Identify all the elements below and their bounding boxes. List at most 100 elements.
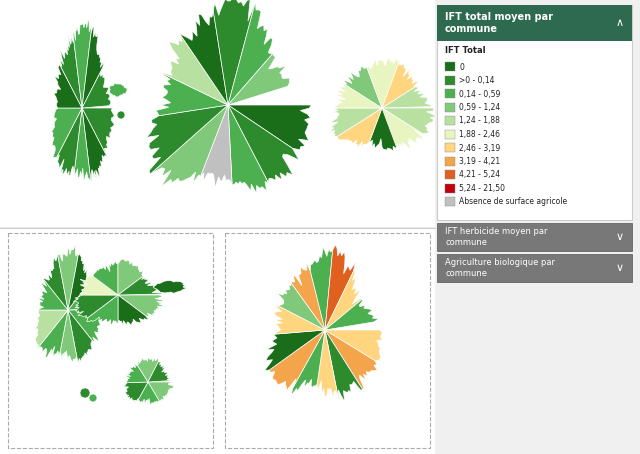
Text: Agriculture biologique par
commune: Agriculture biologique par commune — [445, 258, 555, 278]
Text: >0 - 0,14: >0 - 0,14 — [459, 76, 495, 85]
Bar — [437, 5, 632, 220]
Polygon shape — [136, 357, 159, 382]
Text: IFT total moyen par
commune: IFT total moyen par commune — [445, 12, 553, 34]
Polygon shape — [156, 72, 228, 116]
Polygon shape — [148, 361, 172, 382]
Text: 4,21 - 5,24: 4,21 - 5,24 — [459, 171, 500, 179]
Polygon shape — [325, 245, 356, 330]
Polygon shape — [150, 105, 228, 186]
Polygon shape — [367, 57, 399, 108]
Bar — [437, 223, 632, 251]
Polygon shape — [86, 295, 118, 325]
Polygon shape — [382, 62, 419, 108]
Text: ∧: ∧ — [616, 18, 624, 28]
Polygon shape — [228, 54, 290, 105]
Text: 2,46 - 3,19: 2,46 - 3,19 — [459, 143, 500, 153]
Polygon shape — [382, 87, 431, 108]
Polygon shape — [369, 108, 396, 151]
Bar — [437, 5, 632, 41]
Polygon shape — [159, 34, 228, 105]
Polygon shape — [92, 262, 118, 295]
Polygon shape — [36, 310, 68, 357]
Polygon shape — [213, 0, 255, 105]
Polygon shape — [118, 259, 143, 295]
Polygon shape — [147, 105, 228, 174]
Text: 1,24 - 1,88: 1,24 - 1,88 — [459, 117, 500, 125]
Polygon shape — [60, 35, 82, 108]
Polygon shape — [228, 105, 299, 183]
Polygon shape — [82, 27, 104, 108]
Polygon shape — [118, 295, 149, 326]
Text: 5,24 - 21,50: 5,24 - 21,50 — [459, 184, 505, 193]
Bar — [445, 89, 455, 98]
Circle shape — [117, 111, 125, 119]
Polygon shape — [148, 382, 174, 402]
Polygon shape — [80, 275, 118, 295]
Polygon shape — [60, 310, 77, 362]
Text: ∨: ∨ — [616, 232, 624, 242]
Polygon shape — [118, 277, 162, 295]
Bar — [445, 129, 455, 138]
Polygon shape — [68, 283, 100, 310]
Text: IFT herbicide moyen par
commune: IFT herbicide moyen par commune — [445, 227, 547, 247]
Bar — [437, 254, 632, 282]
Polygon shape — [37, 278, 68, 310]
Bar — [445, 197, 455, 206]
Bar — [445, 170, 455, 179]
Bar — [445, 143, 455, 152]
Polygon shape — [82, 69, 111, 108]
Polygon shape — [310, 247, 333, 330]
Bar — [445, 75, 455, 84]
Text: Absence de surface agricole: Absence de surface agricole — [459, 197, 567, 207]
Text: 0: 0 — [459, 63, 464, 71]
Polygon shape — [291, 330, 325, 395]
Polygon shape — [228, 105, 311, 150]
Polygon shape — [228, 1, 273, 105]
Polygon shape — [109, 84, 129, 97]
Polygon shape — [274, 306, 325, 334]
Polygon shape — [58, 244, 78, 310]
Polygon shape — [56, 108, 82, 177]
Polygon shape — [382, 108, 423, 149]
Polygon shape — [54, 64, 82, 108]
Bar — [445, 157, 455, 166]
Polygon shape — [68, 254, 90, 310]
Polygon shape — [73, 295, 118, 318]
Polygon shape — [125, 365, 148, 383]
Polygon shape — [123, 382, 148, 403]
Polygon shape — [382, 108, 436, 133]
Polygon shape — [74, 108, 91, 182]
Polygon shape — [138, 382, 159, 405]
Polygon shape — [118, 295, 165, 317]
Polygon shape — [35, 310, 68, 350]
Polygon shape — [333, 84, 382, 108]
Polygon shape — [325, 330, 378, 390]
Bar — [0, 0, 435, 227]
Text: ∨: ∨ — [616, 263, 624, 273]
Polygon shape — [343, 66, 382, 108]
Polygon shape — [68, 310, 92, 363]
Polygon shape — [277, 282, 325, 330]
Text: 0,59 - 1,24: 0,59 - 1,24 — [459, 103, 500, 112]
Polygon shape — [82, 108, 108, 182]
Polygon shape — [325, 299, 379, 330]
Text: 1,88 - 2,46: 1,88 - 2,46 — [459, 130, 500, 139]
Circle shape — [80, 388, 90, 398]
Bar — [445, 116, 455, 125]
Polygon shape — [228, 105, 269, 193]
Polygon shape — [337, 108, 382, 148]
Polygon shape — [269, 330, 325, 390]
Polygon shape — [180, 11, 228, 105]
Polygon shape — [43, 255, 68, 310]
Polygon shape — [200, 105, 232, 188]
Text: 0,14 - 0,59: 0,14 - 0,59 — [459, 89, 500, 99]
Polygon shape — [325, 330, 363, 402]
Bar — [445, 103, 455, 112]
Polygon shape — [82, 108, 115, 158]
Polygon shape — [52, 108, 82, 158]
Polygon shape — [73, 17, 91, 108]
Polygon shape — [291, 263, 325, 330]
Polygon shape — [154, 281, 186, 293]
Polygon shape — [325, 272, 362, 330]
Polygon shape — [68, 310, 105, 342]
